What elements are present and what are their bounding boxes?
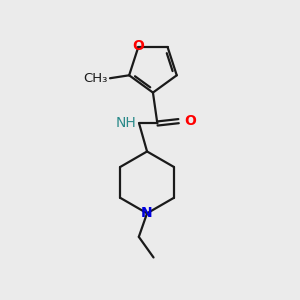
Text: O: O [184, 114, 196, 128]
Text: N: N [141, 206, 153, 220]
Text: CH₃: CH₃ [83, 72, 108, 85]
Text: O: O [132, 39, 144, 53]
Text: NH: NH [116, 116, 137, 130]
